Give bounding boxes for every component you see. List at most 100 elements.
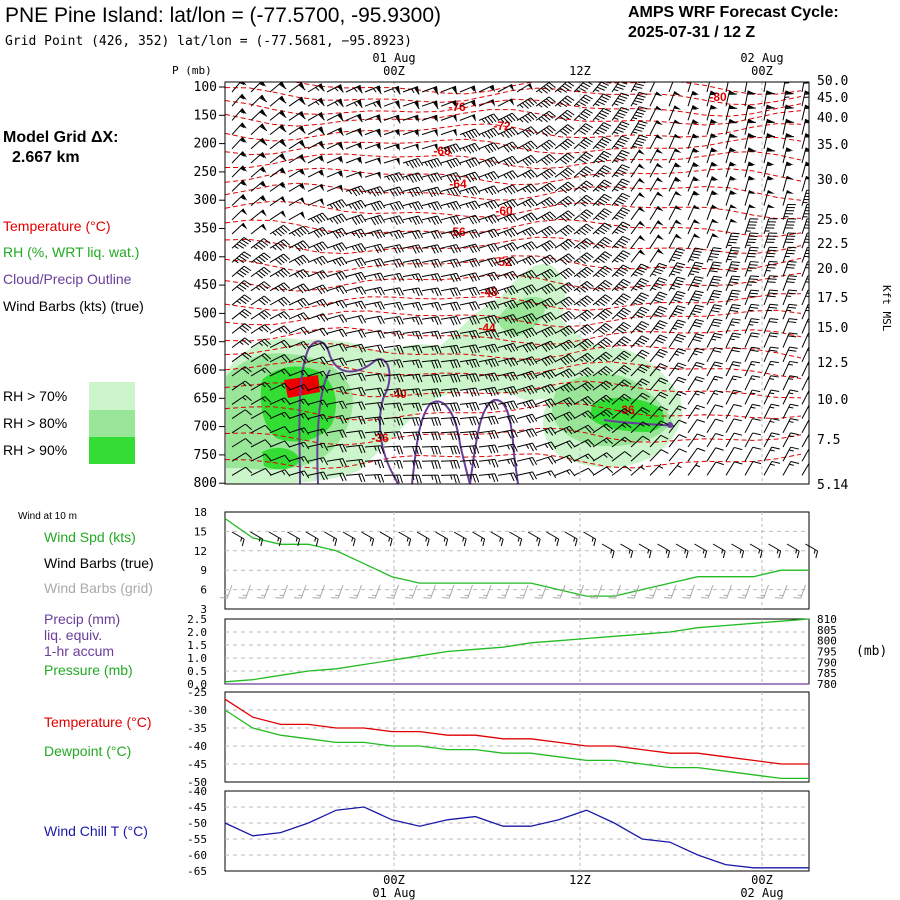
wind-barb [744,82,749,93]
wind-barb [364,200,386,212]
wind-barb-full [694,364,703,368]
wind-barb [573,151,594,164]
wind-barb [364,114,382,124]
wind-barb-shaft [801,318,809,334]
wind-barb-full [453,417,458,426]
wind-barb-shaft [288,470,305,476]
wind-barb-shaft [326,443,343,448]
wind-barb-full [323,442,329,451]
panel-frame [224,691,810,783]
wind-barb-flag [805,176,809,180]
wind-barb-shaft [459,445,476,448]
wind-barb-half [484,374,488,380]
wind-barb-shaft [649,320,661,334]
wind-barb-shaft [478,314,495,320]
wind-barb [630,306,650,320]
wind-barb [440,287,461,297]
wind-barb-shaft [649,177,659,192]
wind-barb-full [787,249,796,252]
wind-barb-shaft [307,284,324,292]
wind-barb-full [437,446,442,455]
wind-barb-half [750,406,756,409]
wind-barb-full [568,310,576,318]
wind-barb-full [602,239,610,245]
wind-barb-full [771,418,780,421]
wind-barb [440,215,462,225]
page-title: PNE Pine Island: lat/lon = (-77.5700, -9… [5,4,441,27]
wind-barb-true [749,543,763,559]
wind-barb-shaft [554,95,568,107]
wind-barb-full [275,230,282,237]
wind-barb [497,314,519,324]
wind-barb-full [380,387,385,396]
wind-barb-full [559,101,568,108]
wind-barb-shaft [383,229,400,235]
wind-barb-full [571,597,579,599]
wind-barb-shaft [744,204,751,220]
wind-barb-full [621,352,629,359]
wind-barb-full [399,258,404,267]
wind-barb-full [622,207,631,212]
wind-barb-full [279,126,287,133]
wind-barb [611,207,631,221]
wind-barb-full [752,461,762,465]
wind-barb-full [396,359,401,369]
wind-barb [402,129,419,138]
wind-barb-shaft [402,215,419,221]
wind-barb-full [677,276,686,280]
wind-barb-full [808,375,809,378]
wind-barb [611,436,632,448]
wind-barb [421,114,438,123]
pressure-tick-label: 250 [194,165,217,180]
wind-barb-true [250,531,264,547]
wind-barb-shaft [573,309,588,320]
wind-barb-shaft [554,469,571,476]
wind-barb-full [637,311,646,316]
wind-barb [782,90,794,107]
wind-barb [326,285,348,295]
wind-barb-full [623,379,632,385]
wind-barb [459,272,481,282]
wind-barb-full [450,346,455,355]
wind-barb-full [313,245,320,253]
wind-barb-full [258,242,266,248]
wind-barb-full [560,329,567,337]
wind-barb-half [728,298,734,301]
wind-barb-full [283,339,291,347]
wind-barb-full [277,271,285,278]
wind-barb-full [635,97,644,101]
wind-barb-full [785,107,794,109]
wind-barb-full [530,111,538,119]
wind-barb [649,334,668,348]
wind-barb [725,304,741,320]
wind-barb-full [615,114,624,119]
wind-barb-full [788,349,797,352]
wind-barb-full [709,270,718,273]
wind-barb-full [437,186,443,195]
wind-barb-full [620,195,629,200]
wind-barb-half [372,594,377,597]
wind-barb-shaft [421,229,438,235]
wind-barb-half [373,274,378,279]
wind-barb-shaft [573,123,586,135]
wind-barb-full [641,292,650,297]
wind-barb-full [487,288,493,296]
wind-barb-full [528,429,535,437]
wind-barb-full [603,150,612,156]
wind-barb-half [503,317,508,322]
wind-barb-half [464,594,469,597]
wind-barb-full [730,235,739,238]
wind-barb-shaft [478,257,495,263]
wind-barb-shaft [364,157,381,164]
wind-barb-full [615,171,624,176]
wind-barb [288,326,310,336]
wind-barb-full [602,310,610,317]
wind-barb-full [531,270,538,278]
wind-barb [573,281,594,293]
wind-barb-full [360,228,367,237]
wind-barb-shaft [383,258,400,263]
wind-barb [383,114,401,124]
wind-barb [307,111,325,121]
wind-barb [801,389,809,405]
wind-barb [478,401,499,411]
